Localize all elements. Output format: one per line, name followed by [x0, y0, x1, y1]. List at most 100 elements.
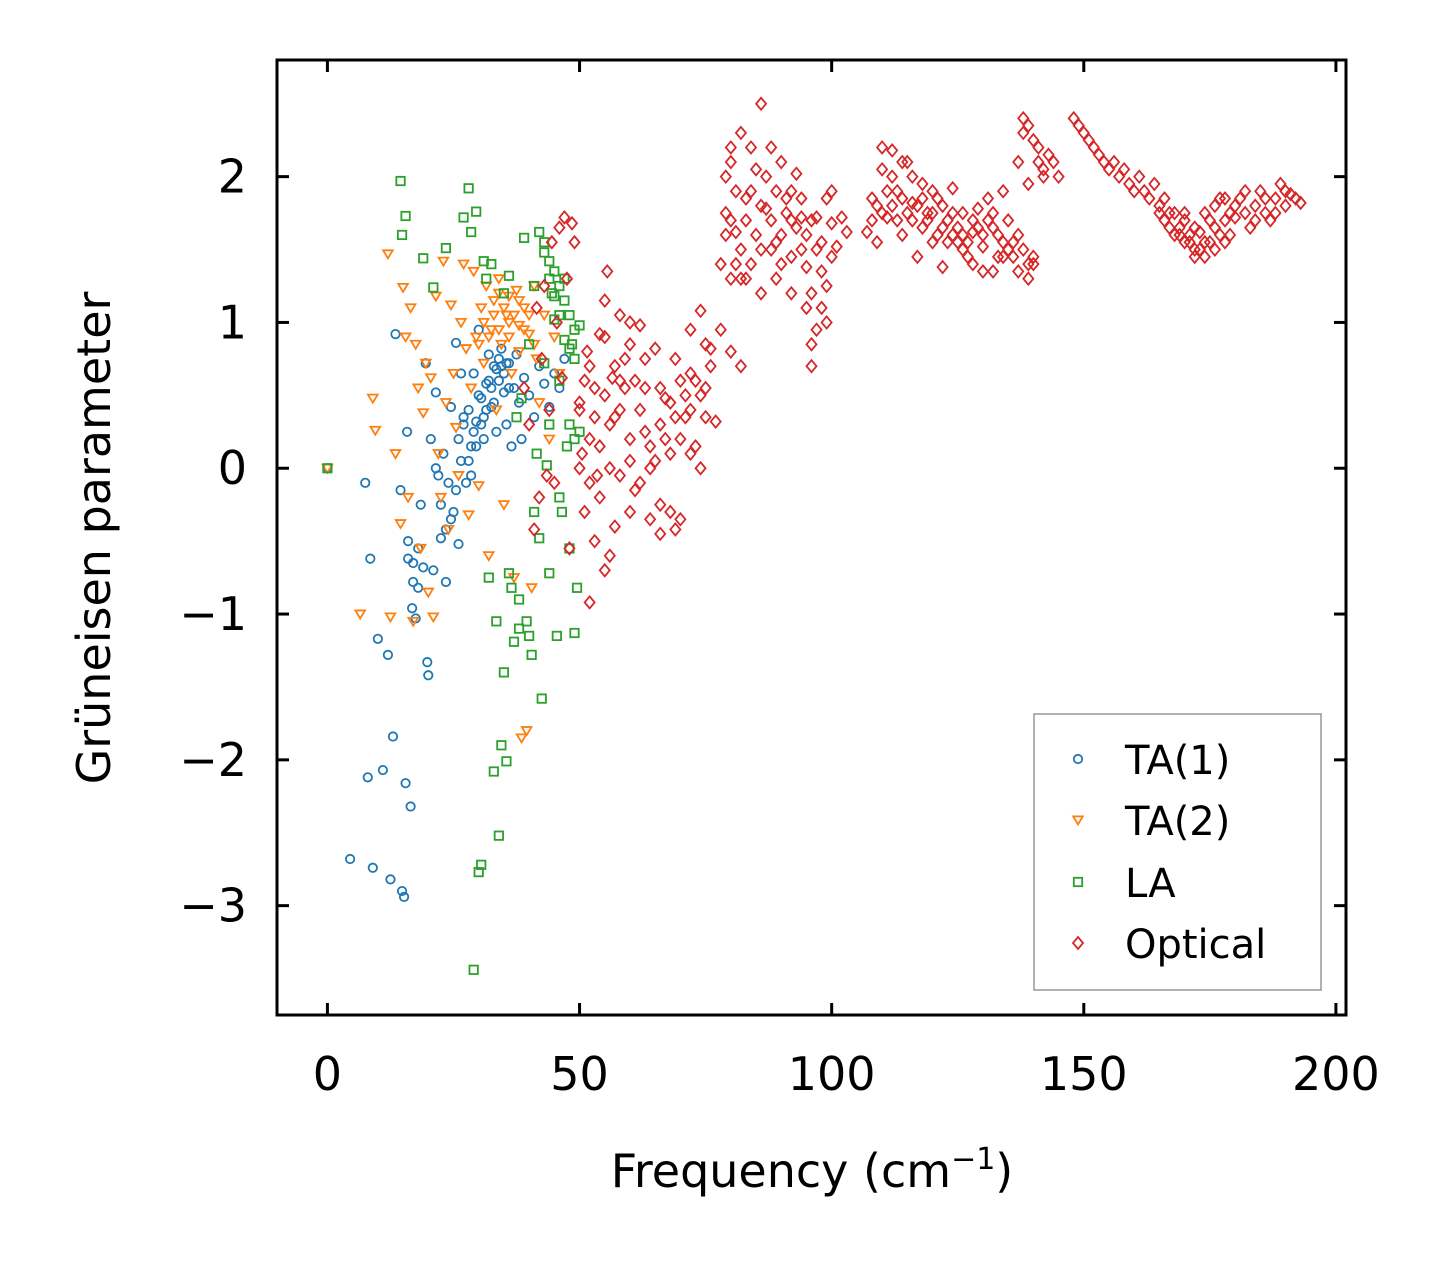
data-point [654, 497, 667, 513]
data-point [578, 504, 591, 520]
data-point [986, 205, 1000, 221]
data-point [503, 382, 515, 394]
data-point [729, 224, 743, 240]
data-point [492, 325, 506, 336]
data-point [574, 426, 585, 437]
legend-marker [1072, 876, 1084, 888]
data-point [481, 273, 492, 284]
data-point [476, 859, 487, 870]
data-point [539, 247, 550, 258]
data-point [539, 237, 550, 248]
data-point [491, 616, 502, 627]
data-point [569, 324, 580, 335]
data-point [424, 373, 438, 384]
data-point [966, 256, 980, 272]
data-point [986, 264, 1000, 279]
data-point [936, 220, 949, 236]
data-point [518, 232, 530, 243]
data-point [488, 766, 499, 777]
data-point [395, 485, 406, 496]
data-point [669, 409, 682, 425]
data-point [860, 224, 874, 240]
data-point [638, 380, 652, 396]
data-point [1178, 205, 1191, 221]
legend-marker [1072, 753, 1084, 765]
data-point [554, 382, 565, 394]
data-point [377, 764, 388, 776]
data-point [608, 358, 622, 374]
data-point [946, 180, 959, 196]
data-point [1022, 271, 1035, 287]
data-point [540, 468, 553, 483]
data-point [464, 383, 478, 395]
data-point [588, 409, 601, 425]
data-point [749, 227, 763, 243]
data-point [469, 332, 483, 344]
data-point [1238, 205, 1252, 221]
data-point [583, 431, 596, 447]
data-point [512, 296, 526, 307]
data-point [400, 210, 411, 222]
data-point [840, 224, 853, 240]
data-point [440, 576, 452, 588]
data-point [401, 426, 413, 437]
data-point [603, 548, 616, 564]
data-point [1208, 242, 1222, 257]
data-point [654, 380, 667, 396]
data-point [508, 636, 520, 647]
data-point [790, 166, 803, 182]
data-point [996, 183, 1010, 199]
data-point [785, 212, 798, 228]
data-point [886, 198, 899, 214]
data-point [423, 670, 434, 681]
data-point [476, 393, 487, 404]
data-point [775, 227, 788, 243]
y-tick-label: −2 [179, 733, 247, 787]
data-point [491, 426, 502, 437]
data-point [1289, 191, 1302, 206]
data-point [571, 582, 583, 593]
data-point [724, 154, 737, 170]
data-point [729, 183, 743, 199]
data-point [453, 538, 464, 550]
data-point [452, 471, 465, 482]
data-point [608, 519, 622, 534]
data-point [502, 332, 516, 344]
data-point [805, 358, 818, 374]
data-point [522, 310, 536, 322]
data-point [457, 259, 470, 271]
data-point [911, 249, 924, 265]
data-point [583, 594, 596, 610]
y-tick-label: 1 [218, 295, 247, 349]
data-point [517, 380, 531, 396]
data-point [659, 390, 672, 406]
data-point [561, 441, 573, 452]
data-point [471, 416, 482, 427]
data-point [429, 291, 443, 303]
data-point [439, 398, 453, 409]
data-point [525, 583, 539, 594]
legend-label-la: LA [1125, 861, 1176, 907]
data-point [544, 568, 555, 579]
data-point [734, 271, 748, 287]
data-point [473, 390, 484, 401]
data-point [477, 358, 491, 370]
data-point [531, 448, 542, 459]
data-point [468, 426, 479, 437]
data-point [399, 332, 412, 344]
data-point [1037, 169, 1050, 185]
data-point [522, 329, 536, 341]
data-point [534, 226, 545, 238]
data-point [1193, 224, 1206, 240]
data-point [659, 431, 672, 447]
data-point [405, 801, 416, 812]
legend-label-optical: Optical [1125, 922, 1266, 968]
data-point [1279, 183, 1292, 199]
data-point [1107, 154, 1121, 170]
data-point [482, 332, 496, 344]
data-point [875, 205, 889, 221]
y-tick-label: −3 [179, 879, 247, 933]
data-point [775, 154, 788, 170]
data-point [481, 404, 492, 416]
data-point [588, 380, 601, 396]
